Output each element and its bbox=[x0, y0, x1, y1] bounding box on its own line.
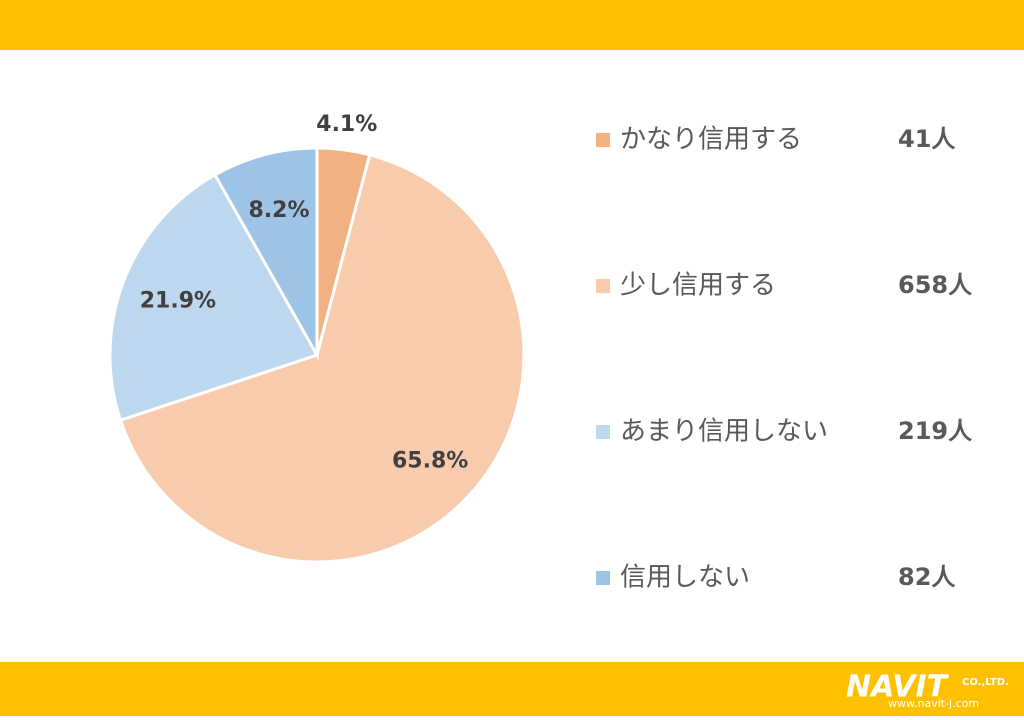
pie-slice bbox=[118, 152, 526, 564]
data-label: 65.8% bbox=[392, 448, 468, 473]
data-label: 8.2% bbox=[249, 198, 310, 223]
pie-slice bbox=[212, 146, 319, 361]
legend-swatch bbox=[596, 279, 610, 293]
legend-label: あまり信用しない bbox=[620, 417, 828, 447]
company: CO.,LTD. bbox=[962, 677, 1009, 688]
legend-label: 少し信用する bbox=[620, 271, 776, 301]
data-label: 4.1% bbox=[316, 112, 377, 137]
legend-count: 658人 bbox=[898, 271, 972, 299]
top-bar bbox=[0, 0, 1024, 50]
pie-slice bbox=[108, 172, 320, 423]
url: www.navit-j.com bbox=[888, 697, 979, 710]
legend-swatch bbox=[596, 425, 610, 439]
logo: NAVIT bbox=[846, 670, 950, 705]
legend-count: 219人 bbox=[898, 417, 972, 445]
data-label: 21.9% bbox=[140, 288, 216, 313]
bottom-bar bbox=[0, 662, 1024, 716]
legend-label: 信用しない bbox=[620, 563, 750, 593]
legend-swatch bbox=[596, 133, 610, 147]
legend-swatch bbox=[596, 571, 610, 585]
legend-label: かなり信用する bbox=[620, 125, 802, 155]
legend-count: 82人 bbox=[898, 563, 955, 591]
legend-count: 41人 bbox=[898, 125, 955, 153]
